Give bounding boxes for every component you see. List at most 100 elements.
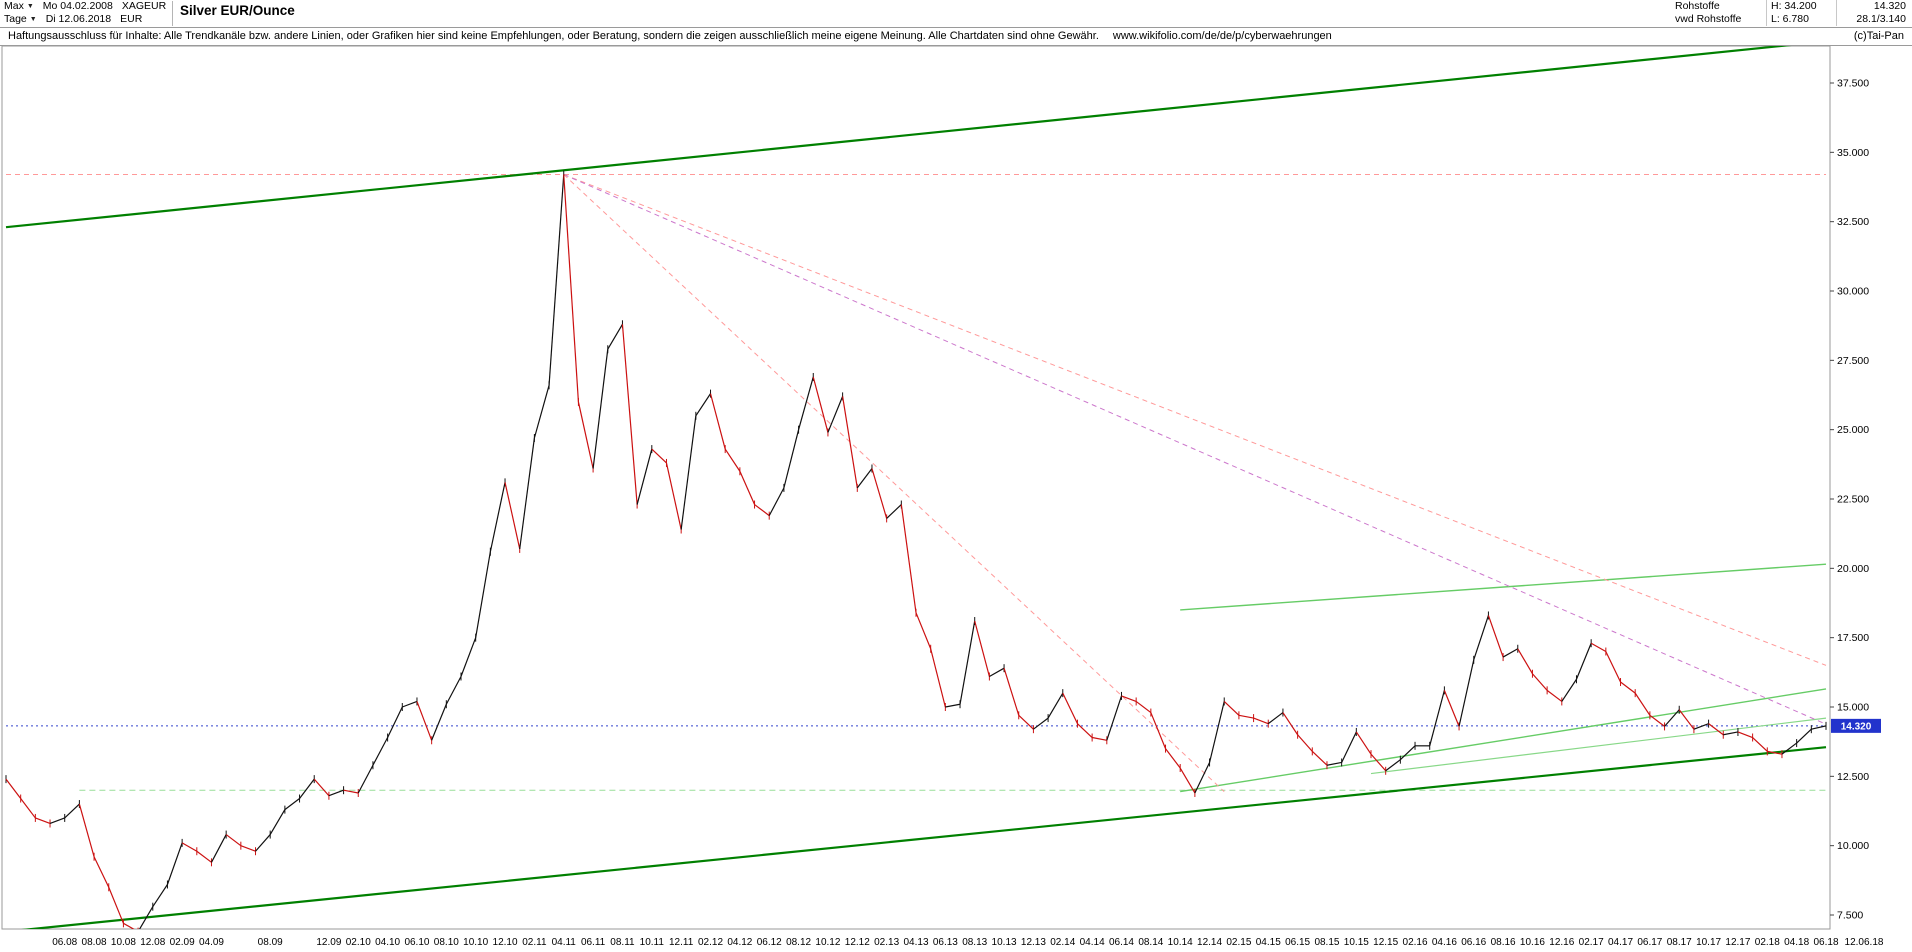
start-date-label: Mo 04.02.2008 bbox=[42, 0, 113, 12]
x-axis-label: 06.16 bbox=[1461, 937, 1486, 948]
y-axis-label: 7.500 bbox=[1837, 910, 1863, 922]
x-axis-label: 10.17 bbox=[1696, 937, 1721, 948]
x-axis-label: 02.15 bbox=[1226, 937, 1251, 948]
x-axis-label: 08.10 bbox=[434, 937, 459, 948]
x-axis-label: 06.13 bbox=[933, 937, 958, 948]
x-axis-label: 02.09 bbox=[170, 937, 195, 948]
y-axis-label: 22.500 bbox=[1837, 494, 1869, 506]
x-axis-label: 12.12 bbox=[845, 937, 870, 948]
period-dropdown-label: Tage bbox=[4, 13, 27, 25]
x-axis-label: 12.09 bbox=[316, 937, 341, 948]
fan-line-3 bbox=[563, 174, 1225, 792]
trend-channel-upper bbox=[5, 46, 1792, 229]
x-axis-label: 12.11 bbox=[669, 937, 694, 948]
price-chart[interactable]: 37.500 35.000 32.500 30.000 27.500 25.000 22.5… bbox=[0, 45, 1912, 952]
x-axis-label: 10.10 bbox=[463, 937, 488, 948]
range-dropdown-label: Max bbox=[4, 0, 24, 12]
x-axis-label: 02.18 bbox=[1755, 937, 1780, 948]
disclaimer-bar: Haftungsausschluss für Inhalte: Alle Tre… bbox=[0, 28, 1912, 46]
x-axis-label: 06.17 bbox=[1637, 937, 1662, 948]
x-axis-label: 04.16 bbox=[1432, 937, 1457, 948]
extra-value: 28.1/3.140 bbox=[1836, 13, 1910, 26]
x-axis-label: 04.14 bbox=[1080, 937, 1105, 948]
fan-line-2 bbox=[563, 174, 1827, 725]
y-axis-label: 30.000 bbox=[1837, 286, 1869, 298]
x-axis-label: 08.12 bbox=[786, 937, 811, 948]
x-axis-label: 12.08 bbox=[140, 937, 165, 948]
x-axis-label: 06.14 bbox=[1109, 937, 1134, 948]
x-axis-label: 06.12 bbox=[757, 937, 782, 948]
trend-light-short bbox=[1370, 717, 1827, 775]
y-axis-label: 32.500 bbox=[1837, 216, 1869, 228]
x-axis-label: 02.12 bbox=[698, 937, 723, 948]
x-axis-label: 10.13 bbox=[992, 937, 1017, 948]
trend-light-lower bbox=[1180, 688, 1827, 793]
end-date-label: Di 12.06.2018 bbox=[45, 13, 112, 25]
x-axis-label: 02.14 bbox=[1050, 937, 1075, 948]
x-axis-label: 02.11 bbox=[522, 937, 547, 948]
x-axis-label: 12.13 bbox=[1021, 937, 1046, 948]
high-value: H: 34.200 bbox=[1766, 0, 1836, 13]
x-axis-label: 06.08 bbox=[52, 937, 77, 948]
y-axis-label: 25.000 bbox=[1837, 424, 1869, 436]
x-axis-label: 06.10 bbox=[404, 937, 429, 948]
annotation-lines bbox=[5, 46, 1827, 929]
x-axis-label: 08.13 bbox=[962, 937, 987, 948]
x-axis-label: 10.14 bbox=[1168, 937, 1193, 948]
x-axis-label: 04.10 bbox=[375, 937, 400, 948]
x-axis-end-label: 12.06.18 bbox=[1845, 937, 1884, 948]
x-axis-label: 10.12 bbox=[815, 937, 840, 948]
header-divider bbox=[172, 1, 173, 26]
last-price-tag-label: 14.320 bbox=[1841, 721, 1872, 732]
x-axis-label: 06.15 bbox=[1285, 937, 1310, 948]
price-series bbox=[5, 170, 1827, 929]
x-axis-label: 02.17 bbox=[1579, 937, 1604, 948]
x-axis-label: 12.14 bbox=[1197, 937, 1222, 948]
x-axis-label: 12.17 bbox=[1725, 937, 1750, 948]
x-axis-label: 12.16 bbox=[1549, 937, 1574, 948]
x-axis-label: 08.14 bbox=[1138, 937, 1163, 948]
y-axis-label: 12.500 bbox=[1837, 771, 1869, 783]
x-axis-label: 04.12 bbox=[727, 937, 752, 948]
x-axis-label: 04.13 bbox=[903, 937, 928, 948]
trend-light-upper bbox=[1180, 563, 1827, 611]
header-quote-panel: Rohstoffe H: 34.200 14.320 vwd Rohstoffe… bbox=[1671, 0, 1910, 26]
y-axis-label: 35.000 bbox=[1837, 147, 1869, 159]
period-dropdown[interactable]: Tage ▼ bbox=[4, 13, 37, 26]
x-axis-label: 04.17 bbox=[1608, 937, 1633, 948]
x-axis-label: 04.18 bbox=[1784, 937, 1809, 948]
x-axis-label: 02.13 bbox=[874, 937, 899, 948]
last-price-value: 14.320 bbox=[1836, 0, 1910, 13]
x-axis-label: 10.16 bbox=[1520, 937, 1545, 948]
x-axis-label: 08.16 bbox=[1491, 937, 1516, 948]
x-axis-label: 10.15 bbox=[1344, 937, 1369, 948]
x-axis-label: 10.08 bbox=[111, 937, 136, 948]
header-left-controls: Max ▼ Mo 04.02.2008 XAGEUR Tage ▼ Di 12.… bbox=[4, 0, 166, 26]
x-axis-label: 12.15 bbox=[1373, 937, 1398, 948]
wikifolio-url: www.wikifolio.com/de/de/p/cyberwaehrunge… bbox=[1112, 30, 1332, 42]
fan-line-1 bbox=[563, 174, 1827, 666]
y-axis-label: 10.000 bbox=[1837, 840, 1869, 852]
x-axis-label: 12.10 bbox=[493, 937, 518, 948]
x-axis-label: 04.11 bbox=[552, 937, 577, 948]
source-label: vwd Rohstoffe bbox=[1675, 13, 1742, 25]
symbol-label: XAGEUR bbox=[121, 0, 167, 12]
x-axis-label: 06.11 bbox=[581, 937, 606, 948]
x-axis-label: 06.18 bbox=[1813, 937, 1838, 948]
x-axis-label: 08.17 bbox=[1667, 937, 1692, 948]
x-axis-label: 04.15 bbox=[1256, 937, 1281, 948]
x-axis-label: 08.08 bbox=[82, 937, 107, 948]
y-axis-label: 27.500 bbox=[1837, 355, 1869, 367]
low-value: L: 6.780 bbox=[1766, 13, 1836, 26]
page-title: Silver EUR/Ounce bbox=[180, 3, 295, 18]
x-axis-label: 10.11 bbox=[640, 937, 665, 948]
x-axis-label: 02.16 bbox=[1403, 937, 1428, 948]
y-axis-label: 37.500 bbox=[1837, 78, 1869, 90]
header-bar: Max ▼ Mo 04.02.2008 XAGEUR Tage ▼ Di 12.… bbox=[0, 0, 1912, 28]
range-dropdown[interactable]: Max ▼ bbox=[4, 0, 34, 13]
chevron-down-icon: ▼ bbox=[29, 16, 37, 23]
x-axis-label: 08.09 bbox=[258, 937, 283, 948]
chevron-down-icon: ▼ bbox=[26, 3, 34, 10]
chart-area: 37.500 35.000 32.500 30.000 27.500 25.000 22.5… bbox=[0, 45, 1912, 952]
last-price-tag bbox=[1831, 718, 1881, 733]
